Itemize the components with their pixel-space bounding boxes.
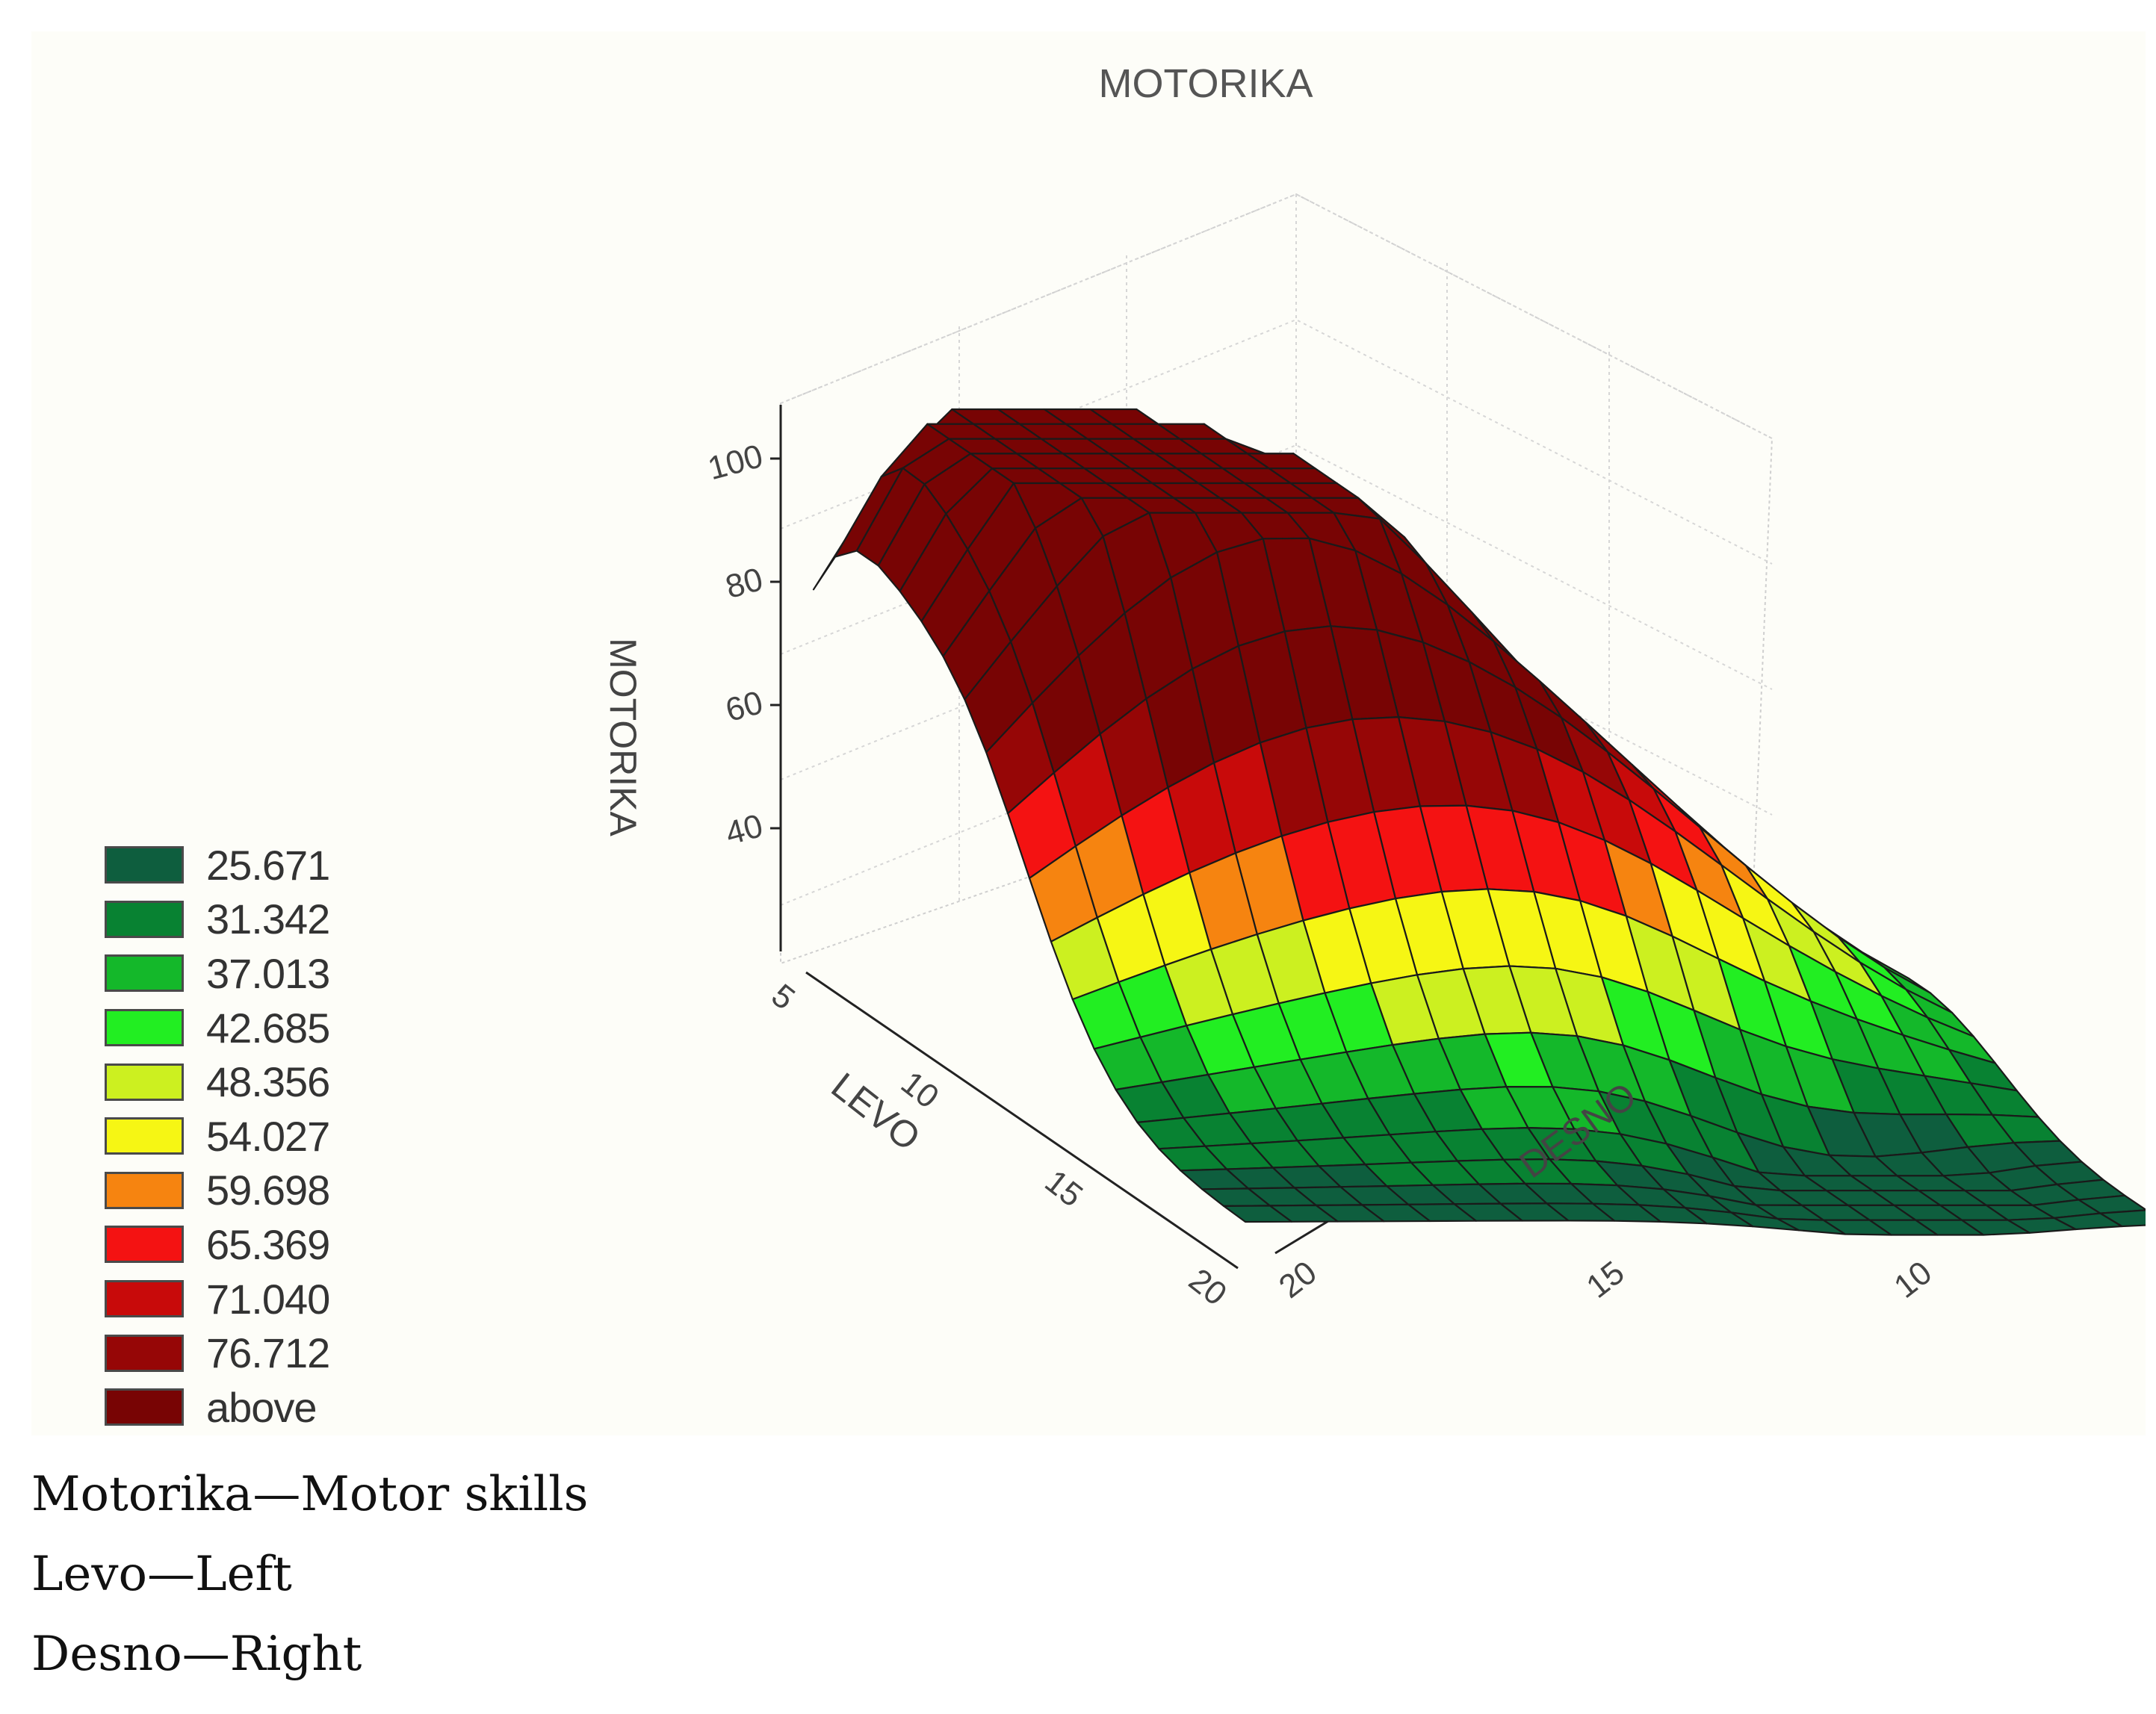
legend: 25.671 31.342 37.013 42.685 48.356 54.027 59.6… (105, 838, 330, 1435)
legend-label: above (206, 1383, 317, 1431)
legend-label: 54.027 (206, 1112, 330, 1160)
legend-label: 48.356 (206, 1058, 330, 1106)
legend-swatch (105, 1063, 184, 1101)
legend-item: 31.342 (105, 892, 330, 947)
legend-item: 48.356 (105, 1055, 330, 1109)
legend-swatch (105, 900, 184, 938)
legend-swatch (105, 954, 184, 993)
legend-item: 54.027 (105, 1109, 330, 1164)
x-tick-label: 20 (1182, 1261, 1233, 1313)
z-tick-label: 80 (722, 561, 766, 606)
grid-line (780, 193, 1773, 439)
z-tick-label: 100 (704, 438, 767, 487)
legend-swatch (105, 846, 184, 884)
legend-item: above (105, 1380, 329, 1435)
legend-label: 25.671 (206, 841, 330, 889)
x-tick-label: 5 (765, 977, 802, 1017)
legend-label: 42.685 (206, 1004, 330, 1052)
z-tick-label: 60 (722, 684, 766, 729)
z-tick-label: 40 (722, 807, 766, 852)
chart-title: MOTORIKA (1098, 61, 1313, 106)
legend-label: 31.342 (206, 895, 330, 943)
legend-swatch (105, 1171, 184, 1209)
legend-swatch (105, 1280, 184, 1318)
y-tick-label: 20 (1272, 1254, 1324, 1305)
legend-item: 25.671 (105, 838, 330, 892)
legend-swatch (105, 1334, 184, 1372)
legend-label: 59.698 (206, 1167, 330, 1214)
legend-item: 37.013 (105, 946, 330, 1001)
legend-item: 59.698 (105, 1164, 330, 1218)
caption-line-desno: Desno—Right (31, 1627, 362, 1682)
legend-swatch (105, 1388, 184, 1426)
caption-line-motorika: Motorika—Motor skills (31, 1467, 589, 1522)
legend-label: 37.013 (206, 949, 330, 997)
legend-swatch (105, 1226, 184, 1264)
legend-swatch (105, 1009, 184, 1047)
figure-panel: 40608010051015205101520 MOTORIKA MOTORIK… (31, 31, 2146, 1435)
z-axis-label: MOTORIKA (602, 638, 644, 836)
legend-label: 65.369 (206, 1220, 330, 1268)
legend-item: 71.040 (105, 1272, 330, 1326)
legend-label: 76.712 (206, 1329, 330, 1377)
y-tick-label: 15 (1580, 1254, 1632, 1305)
surface-mesh (812, 408, 2146, 1236)
caption: Motorika—Motor skills Levo—Left Desno—Ri… (31, 1455, 588, 1695)
surface-cell (1222, 1205, 1292, 1223)
x-tick-label: 15 (1038, 1163, 1090, 1214)
y-tick-label: 10 (1887, 1254, 1939, 1305)
legend-swatch (105, 1117, 184, 1155)
x-axis-line (805, 971, 1239, 1270)
legend-label: 71.040 (206, 1275, 330, 1323)
legend-item: 76.712 (105, 1326, 330, 1380)
caption-line-levo: Levo—Left (31, 1547, 292, 1602)
legend-item: 42.685 (105, 1001, 330, 1055)
surface-plot: 40608010051015205101520 MOTORIKA MOTORIK… (602, 61, 2146, 1313)
legend-item: 65.369 (105, 1217, 330, 1272)
